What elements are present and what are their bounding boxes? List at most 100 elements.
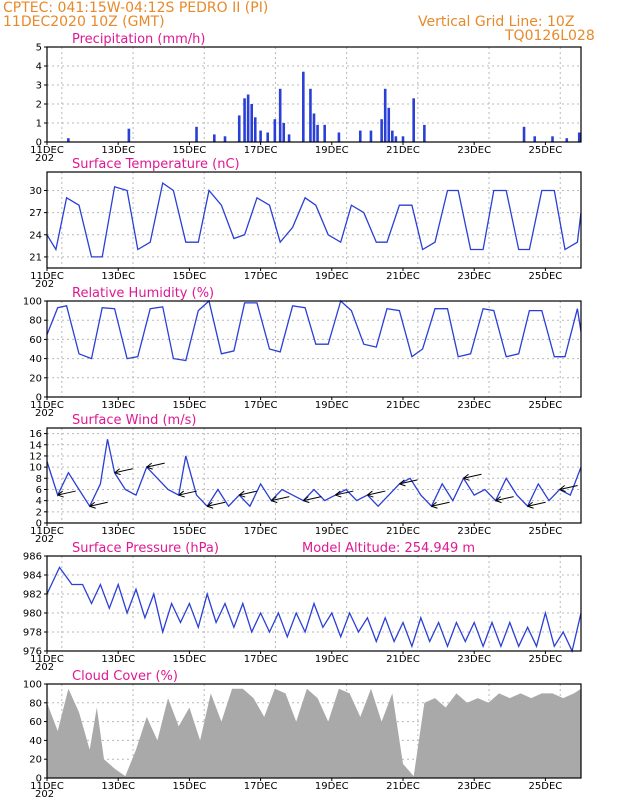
wind-arrow-head xyxy=(399,479,406,487)
panel-frame xyxy=(46,683,582,779)
wind-arrow xyxy=(114,468,133,474)
wind-arrow-head xyxy=(495,496,502,504)
precip-bar xyxy=(287,134,291,142)
wind-line xyxy=(46,439,582,508)
precip-bar xyxy=(243,98,246,142)
precip-bar xyxy=(246,94,250,142)
wind-arrow xyxy=(146,462,165,468)
precip-panel: 0 1 2 3 4 5 11DEC 13DEC 15DEC 17DEC 19DEC 21DEC 23DE… xyxy=(30,32,582,164)
x-tick-label: 17DEC xyxy=(244,526,278,537)
wind-arrow xyxy=(207,501,226,507)
x-tick-label: 23DEC xyxy=(457,271,491,282)
wind-arrow-head xyxy=(114,468,121,476)
y-tick-label: 0 xyxy=(36,138,42,149)
y-tick-label: 27 xyxy=(29,208,42,219)
pressure-panel: 976 978 980 982 984 986 11DEC 13DEC 15DEC 17DEC 19… xyxy=(23,541,582,673)
y-tick-label: 6 xyxy=(36,485,42,496)
wind-arrow xyxy=(559,484,578,490)
x-tick-label: 21DEC xyxy=(386,654,420,665)
y-tick-label: 0 xyxy=(36,393,42,404)
x-tick-label: 13DEC xyxy=(101,654,135,665)
temp-line xyxy=(46,182,582,258)
precip-bar xyxy=(380,119,383,142)
wind-arrow xyxy=(495,496,514,502)
panel-frame xyxy=(46,555,582,652)
x-tick-label: 11DEC xyxy=(30,145,64,156)
y-tick-label: 100 xyxy=(23,680,42,691)
y-tick-label: 40 xyxy=(29,354,42,365)
precip-bar xyxy=(337,132,341,142)
y-tick-label: 980 xyxy=(23,609,42,620)
cloud-title: Cloud Cover (%) xyxy=(72,669,178,684)
precip-bar xyxy=(383,88,387,142)
y-tick-label: 16 xyxy=(29,429,42,440)
x-tick-label: 25DEC xyxy=(529,781,563,792)
precip-bar xyxy=(213,134,216,142)
station-header: CPTEC: 041:15W-04:12S PEDRO II (PI) xyxy=(3,0,269,16)
y-tick-label: 10 xyxy=(29,463,42,474)
x-tick-label: 15DEC xyxy=(173,145,207,156)
precip-bar xyxy=(312,113,316,142)
precip-bar xyxy=(302,71,305,142)
temp-panel: 21 24 27 30 11DEC 13DEC 15DEC 17DEC 19DEC 21DEC 23… xyxy=(29,157,582,290)
wind-arrow-head xyxy=(270,496,278,504)
model-code: TQ0126L028 xyxy=(505,28,595,44)
x-tick-label: 25DEC xyxy=(529,145,563,156)
y-tick-label: 0 xyxy=(36,519,42,530)
wind-arrow-head xyxy=(559,485,566,492)
x-tick-label: 13DEC xyxy=(101,526,135,537)
y-tick-label: 20 xyxy=(29,755,42,766)
wind-arrow xyxy=(367,490,386,496)
x-tick-label: 17DEC xyxy=(244,271,278,282)
panel-frame xyxy=(46,46,582,143)
x-tick-label: 15DEC xyxy=(173,526,207,537)
precip-bar xyxy=(394,136,398,142)
y-tick-label: 5 xyxy=(36,43,42,54)
x-tick-label: 11DEC xyxy=(30,271,64,282)
x-tick-label: 25DEC xyxy=(529,526,563,537)
wind-arrow xyxy=(303,496,322,502)
x-tick-label: 17DEC xyxy=(244,781,278,792)
precip-bar xyxy=(358,130,362,142)
y-tick-label: 100 xyxy=(23,297,42,308)
x-tick-label: 13DEC xyxy=(101,781,135,792)
x-tick-label: 19DEC xyxy=(315,271,349,282)
precip-bar xyxy=(565,138,569,142)
precip-bar xyxy=(223,136,227,142)
precip-bar xyxy=(250,104,253,142)
panel-frame xyxy=(46,171,582,269)
precip-bar xyxy=(282,123,286,142)
wind-arrow-head xyxy=(303,496,310,504)
y-tick-label: 1 xyxy=(36,119,42,130)
pressure-line xyxy=(46,566,582,653)
precip-bar xyxy=(67,138,70,142)
x-tick-label: 15DEC xyxy=(173,271,207,282)
precip-bar xyxy=(387,107,391,142)
cloud-area xyxy=(47,688,581,778)
precip-bar xyxy=(423,124,426,142)
model-altitude: Model Altitude: 254.949 m xyxy=(302,541,475,556)
precip-bar xyxy=(195,126,198,142)
x-tick-label: 21DEC xyxy=(386,781,420,792)
y-tick-label: 0 xyxy=(36,774,42,785)
x-tick-label: 21DEC xyxy=(386,526,420,537)
x-tick-label: 25DEC xyxy=(529,400,563,411)
y-tick-label: 986 xyxy=(23,552,42,563)
precip-bar xyxy=(316,124,319,142)
cloud-panel: 0 20 40 60 80 100 11DEC 13DEC 15DEC 17DEC 19DEC 21D… xyxy=(23,669,582,800)
year-fragment: 202 xyxy=(35,534,54,545)
x-tick-label: 15DEC xyxy=(173,781,207,792)
precip-bar xyxy=(522,126,526,142)
precip-bar xyxy=(577,132,581,142)
x-tick-label: 19DEC xyxy=(315,654,349,665)
x-tick-label: 21DEC xyxy=(386,145,420,156)
x-tick-label: 13DEC xyxy=(101,400,135,411)
wind-arrow-head xyxy=(57,490,64,498)
rh-line xyxy=(46,299,582,362)
precip-bar xyxy=(309,88,312,142)
y-tick-label: 40 xyxy=(29,736,42,747)
wind-arrow-head xyxy=(89,501,96,509)
y-tick-label: 982 xyxy=(23,590,42,601)
